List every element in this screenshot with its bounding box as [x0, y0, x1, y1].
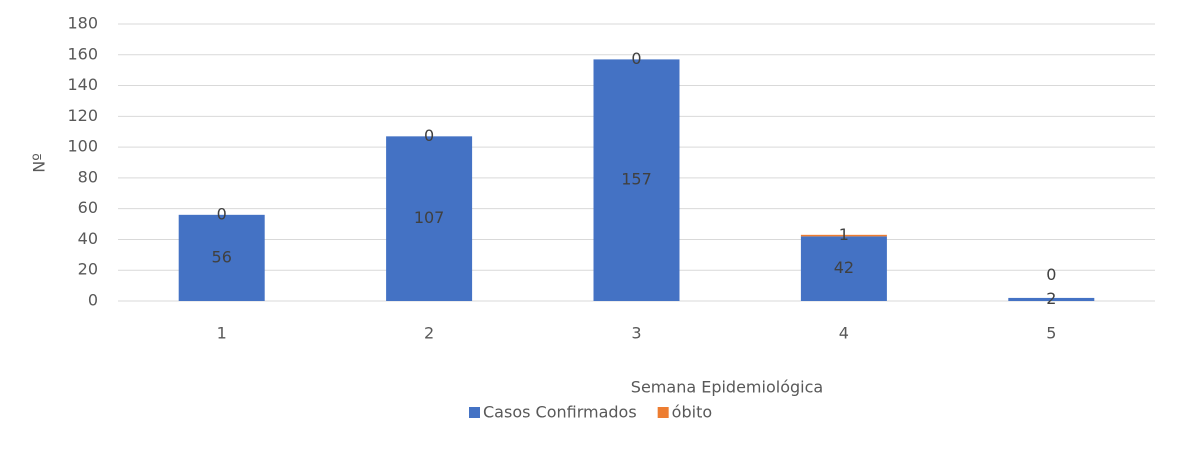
data-label: 0	[217, 204, 227, 223]
data-label: 56	[212, 247, 232, 266]
x-tick-label: 1	[217, 324, 227, 343]
bar-segment	[593, 59, 680, 302]
bar-segment	[1008, 297, 1095, 301]
x-axis-label: Semana Epidemiológica	[631, 378, 823, 397]
bar-segment	[178, 214, 265, 301]
y-tick-label: 80	[78, 167, 98, 186]
y-tick-label: 40	[78, 229, 98, 248]
y-tick-label: 20	[78, 260, 98, 279]
data-label: 157	[621, 170, 652, 189]
data-label: 2	[1046, 289, 1056, 308]
bar-segment	[386, 136, 473, 301]
bar-segment	[800, 236, 887, 301]
x-tick-label: 5	[1046, 324, 1056, 343]
x-tick-label: 3	[631, 324, 641, 343]
y-tick-label: 160	[67, 44, 98, 63]
data-label: 0	[631, 49, 641, 68]
legend-swatch	[469, 407, 480, 418]
data-label: 107	[414, 208, 445, 227]
y-tick-label: 100	[67, 137, 98, 156]
legend-label: óbito	[672, 403, 712, 422]
y-axis-label: Nº	[30, 153, 49, 173]
legend-label: Casos Confirmados	[483, 403, 637, 422]
bar-segment	[800, 234, 887, 237]
data-label: 42	[834, 258, 854, 277]
x-tick-label: 2	[424, 324, 434, 343]
y-tick-label: 0	[88, 291, 98, 310]
y-tick-label: 60	[78, 198, 98, 217]
legend-swatch	[657, 407, 669, 418]
x-tick-label: 4	[839, 324, 849, 343]
y-tick-label: 180	[67, 14, 98, 33]
data-label: 0	[1046, 265, 1056, 284]
data-label: 0	[424, 126, 434, 145]
y-tick-label: 120	[67, 106, 98, 125]
y-tick-label: 140	[67, 75, 98, 94]
data-label: 1	[839, 225, 849, 244]
